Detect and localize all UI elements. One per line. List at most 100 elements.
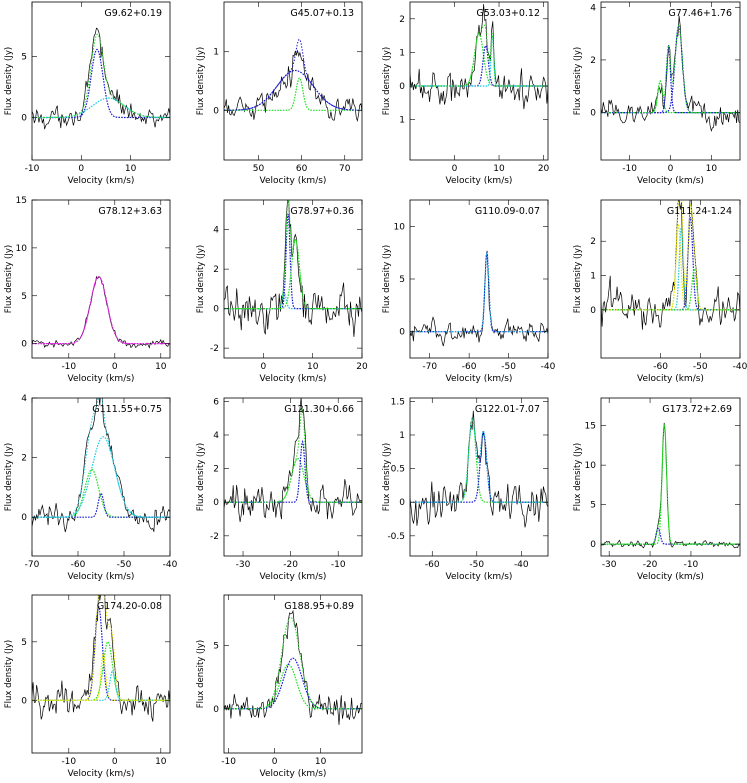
x-tick-label: 10 [125,164,137,174]
y-tick-label: 6 [213,397,219,407]
observed-spectrum-line [224,398,362,522]
x-tick-label: -40 [541,362,556,372]
x-tick-label: 70 [339,164,351,174]
x-tick-label: -50 [117,560,132,570]
x-axis-label: Velocity (km/s) [260,374,327,384]
x-axis-label: Velocity (km/s) [68,374,135,384]
panel-frame [31,199,171,359]
x-tick-label: 0 [668,164,674,174]
panel-frame [409,199,549,359]
y-tick-label: 2 [213,265,219,275]
x-tick-label: -20 [643,560,658,570]
total-fit-line [32,33,170,118]
spectrum-panel: -10 0 10 0 5 10 15 G78.12+3.63 Velocity (km/s) Fl… [4,196,171,384]
observed-spectrum-line [224,609,362,725]
gaussian-component-line [32,275,170,345]
y-tick-label: 10 [16,244,28,254]
gaussian-component-line [410,431,548,503]
x-axis-label: Velocity (km/s) [637,176,704,186]
y-tick-label: 0 [399,498,405,508]
gaussian-component-line [410,417,548,503]
y-axis-label: Flux density (Jy) [196,443,206,511]
y-tick-label: 4 [213,226,219,236]
gaussian-component-line [410,45,548,87]
x-tick-label: -10 [331,560,346,570]
x-axis-label: Velocity (km/s) [446,176,513,186]
x-axis-label: Velocity (km/s) [637,572,704,582]
x-axis-label: Velocity (km/s) [260,572,327,582]
plot-area [410,250,548,347]
y-tick-label: 2 [399,15,405,25]
y-tick-label: 0 [590,109,596,119]
panel-frame [409,1,549,161]
plot-area [601,422,740,549]
y-tick-label: 5 [21,638,27,648]
panel-frame [31,397,171,557]
panel-frame [600,397,741,557]
gaussian-component-line [32,436,170,518]
x-tick-label: -40 [514,560,529,570]
y-tick-label: 0 [21,696,27,706]
panel-title: G111.55+0.75 [92,404,162,415]
observed-spectrum-line [32,27,170,130]
x-tick-label: 10 [307,362,319,372]
spectrum-panel: -10 0 10 0 5 G9.62+0.19 Velocity (km/s) Flux de… [4,1,171,186]
panel-frame [600,1,741,161]
y-tick-label: -0.5 [387,532,405,542]
y-axis-label: Flux density (Jy) [382,443,392,511]
observed-spectrum-line [410,4,548,110]
y-tick-label: 10 [585,461,597,471]
plot-area [224,609,362,725]
y-tick-label: 0 [213,498,219,508]
y-tick-label: 5 [213,642,219,652]
observed-spectrum-line [224,49,362,123]
x-tick-label: -10 [622,164,637,174]
x-tick-label: 0 [112,757,118,767]
y-tick-label: 1 [399,431,405,441]
x-tick-label: -70 [422,362,437,372]
y-tick-label: 0 [213,106,219,116]
total-fit-line [410,252,548,333]
plot-area [32,398,170,533]
panel-frame [223,199,363,359]
spectrum-panel: -70 -60 -50 -40 0 5 10 G110.09-0.07 Velocity (km… [382,199,556,384]
gaussian-component-line [224,69,362,111]
gaussian-component-line [32,492,170,518]
gaussian-component-line [601,79,740,114]
x-tick-label: -10 [25,164,40,174]
y-tick-label: 5 [399,275,405,285]
x-tick-label: 10 [706,164,718,174]
y-tick-label: 4 [213,431,219,441]
gaussian-component-line [224,77,362,111]
x-tick-label: 0 [452,164,458,174]
panel-frame [31,1,171,161]
y-axis-label: Flux density (Jy) [382,245,392,313]
plot-area [224,38,362,123]
x-tick-label: 20 [538,164,550,174]
y-axis-label: Flux density (Jy) [196,245,206,313]
panel-frame [223,1,363,161]
panel-title: G45.07+0.13 [290,8,354,19]
y-tick-label: 2 [21,454,27,464]
gaussian-component-line [32,652,170,701]
x-axis-label: Velocity (km/s) [260,769,327,779]
plot-area [601,200,740,330]
total-fit-line [601,25,740,114]
x-tick-label: -60 [71,560,86,570]
gaussian-component-line [32,605,170,701]
gaussian-component-line [601,24,740,114]
x-tick-label: -50 [501,362,516,372]
x-axis-label: Velocity (km/s) [68,769,135,779]
x-tick-label: 20 [356,362,368,372]
panel-frame [223,397,363,557]
x-tick-label: -10 [221,757,236,767]
y-tick-label: 1 [399,48,405,58]
y-tick-label: 0.5 [391,465,405,475]
y-tick-label: 1 [399,116,405,126]
x-tick-label: 0 [272,757,278,767]
x-tick-label: -60 [653,362,668,372]
spectrum-panel: -70 -60 -50 -40 0 2 4 G111.55+0.75 Velocity (km/… [4,394,178,582]
x-tick-label: 10 [493,164,505,174]
plot-area [224,398,362,522]
y-tick-label: 2 [590,237,596,247]
